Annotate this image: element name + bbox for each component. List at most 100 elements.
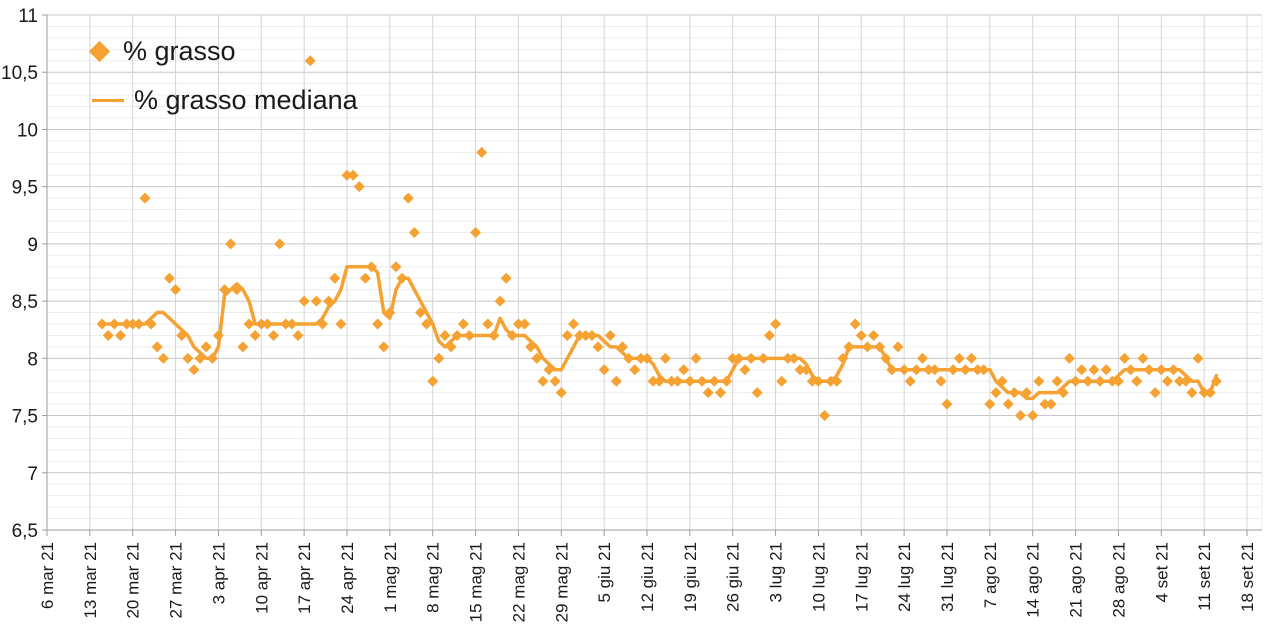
- data-point-diamond: [800, 364, 812, 376]
- data-point-diamond: [445, 341, 457, 353]
- data-point-diamond: [225, 238, 237, 250]
- x-tick-label: 6 mar 21: [38, 542, 57, 609]
- data-point-diamond: [1186, 387, 1198, 399]
- data-point-diamond: [433, 352, 445, 364]
- data-point-diamond: [1008, 387, 1020, 399]
- data-point-diamond: [537, 375, 549, 387]
- data-point-diamond: [200, 341, 212, 353]
- data-point-diamond: [776, 375, 788, 387]
- y-tick-label: 9,5: [12, 178, 38, 199]
- data-point-diamond: [1210, 375, 1222, 387]
- data-point-diamond: [292, 329, 304, 341]
- y-tick-label: 7: [27, 464, 38, 485]
- data-point-diamond: [390, 261, 402, 273]
- data-point-diamond: [1063, 352, 1075, 364]
- minor-gridlines: [47, 25, 1262, 520]
- data-point-diamond: [121, 318, 133, 330]
- data-point-diamond: [463, 329, 475, 341]
- diamond-marker-icon: [88, 40, 111, 63]
- data-point-diamond: [770, 318, 782, 330]
- data-point-diamond: [653, 375, 665, 387]
- data-point-diamond: [317, 318, 329, 330]
- data-point-diamond: [990, 387, 1002, 399]
- data-point-diamond: [1168, 364, 1180, 376]
- data-point-diamond: [757, 352, 769, 364]
- line-marker-icon: [92, 99, 124, 102]
- data-point-diamond: [237, 341, 249, 353]
- data-point-diamond: [145, 318, 157, 330]
- data-point-diamond: [953, 352, 965, 364]
- data-point-diamond: [96, 318, 108, 330]
- data-point-diamond: [788, 352, 800, 364]
- data-point-diamond: [647, 375, 659, 387]
- data-point-diamond: [139, 192, 151, 204]
- data-point-diamond: [329, 272, 341, 284]
- data-point-diamond: [843, 341, 855, 353]
- data-point-diamond: [806, 375, 818, 387]
- data-point-diamond: [868, 329, 880, 341]
- x-tick-label: 8 mag 21: [424, 542, 443, 613]
- legend-label: % grasso mediana: [134, 85, 358, 115]
- data-point-diamond: [678, 364, 690, 376]
- data-point-diamond: [451, 329, 463, 341]
- data-point-diamond: [1014, 410, 1026, 422]
- x-tick-label: 14 ago 21: [1024, 542, 1043, 618]
- data-point-diamond: [439, 329, 451, 341]
- axes: [42, 14, 1262, 536]
- x-tick-label: 22 mag 21: [509, 542, 528, 622]
- data-point-diamond: [372, 318, 384, 330]
- data-point-diamond: [182, 352, 194, 364]
- data-point-diamond: [604, 329, 616, 341]
- x-tick-label: 4 set 21: [1152, 542, 1171, 603]
- data-point-diamond: [929, 364, 941, 376]
- data-point-diamond: [568, 318, 580, 330]
- data-point-diamond: [1143, 364, 1155, 376]
- x-tick-label: 17 apr 21: [295, 542, 314, 614]
- data-point-diamond: [323, 295, 335, 307]
- x-tick-label: 27 mar 21: [167, 542, 186, 619]
- data-point-diamond: [170, 284, 182, 296]
- data-point-diamond: [421, 318, 433, 330]
- data-point-diamond: [470, 226, 482, 238]
- data-point-diamond: [1155, 364, 1167, 376]
- data-point-diamond: [904, 375, 916, 387]
- data-point-diamond: [500, 272, 512, 284]
- legend-item-grasso: % grasso: [88, 36, 358, 67]
- x-tick-label: 18 set 21: [1238, 542, 1257, 612]
- data-point-diamond: [1161, 375, 1173, 387]
- x-tick-label: 24 lug 21: [895, 542, 914, 612]
- x-axis-labels: 6 mar 21 13 mar 21 20 mar 21 27 mar 21 3 apr…: [38, 542, 1257, 622]
- data-point-diamond: [574, 329, 586, 341]
- data-point-diamond: [745, 352, 757, 364]
- data-point-diamond: [580, 329, 592, 341]
- data-point-diamond: [1125, 364, 1137, 376]
- y-tick-label: 9: [27, 235, 38, 256]
- data-point-diamond: [1112, 375, 1124, 387]
- data-point-diamond: [163, 272, 175, 284]
- data-point-diamond: [1027, 410, 1039, 422]
- data-point-diamond: [727, 352, 739, 364]
- data-point-diamond: [353, 181, 365, 193]
- data-point-diamond: [812, 375, 824, 387]
- data-point-diamond: [794, 364, 806, 376]
- y-tick-label: 6,5: [12, 521, 38, 542]
- data-point-diamond: [243, 318, 255, 330]
- data-point-diamond: [176, 329, 188, 341]
- data-point-diamond: [684, 375, 696, 387]
- data-point-diamond: [1204, 387, 1216, 399]
- data-point-diamond: [880, 352, 892, 364]
- data-point-diamond: [635, 352, 647, 364]
- x-tick-label: 26 giu 21: [724, 542, 743, 612]
- data-point-diamond: [1039, 398, 1051, 410]
- y-tick-label: 7,5: [12, 407, 38, 428]
- data-point-diamond: [849, 318, 861, 330]
- y-tick-label: 10,5: [1, 63, 38, 84]
- data-point-diamond: [286, 318, 298, 330]
- data-point-diamond: [751, 387, 763, 399]
- data-point-diamond: [947, 364, 959, 376]
- x-tick-label: 19 giu 21: [681, 542, 700, 612]
- data-point-diamond: [1076, 364, 1088, 376]
- data-point-diamond: [917, 352, 929, 364]
- data-point-diamond: [996, 375, 1008, 387]
